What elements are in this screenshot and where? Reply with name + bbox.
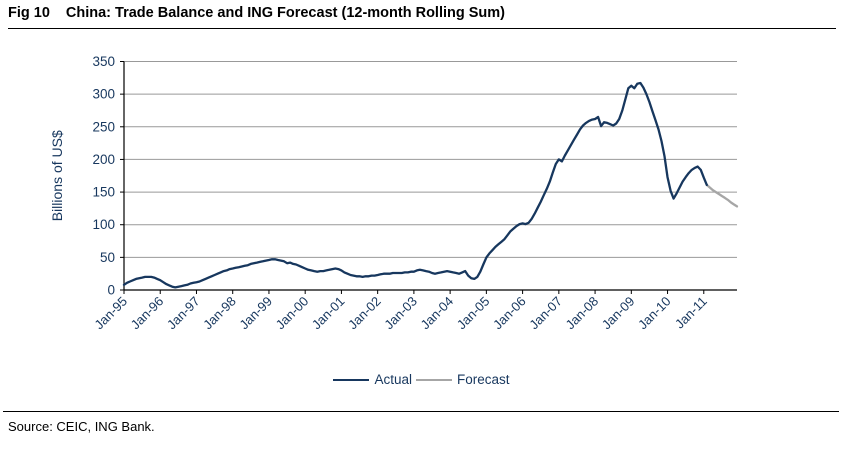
actual-series-line <box>122 81 708 289</box>
x-tick-label: Jan-05 <box>454 294 493 333</box>
footer-divider <box>3 411 839 412</box>
x-tick-label: Jan-07 <box>526 294 565 333</box>
x-tick-label: Jan-11 <box>672 294 710 332</box>
chart-svg: 050100150200250300350Jan-95Jan-96Jan-97J… <box>49 54 739 333</box>
x-tick-label: Jan-09 <box>599 294 638 333</box>
page-title: China: Trade Balance and ING Forecast (1… <box>65 5 505 21</box>
y-tick-label: 150 <box>92 185 115 200</box>
x-tick-label: Jan-97 <box>164 294 203 333</box>
header-divider <box>8 28 836 29</box>
x-tick-label: Jan-95 <box>91 294 130 333</box>
y-tick-label: 350 <box>92 54 115 69</box>
y-tick-label: 250 <box>92 119 115 134</box>
x-tick-label: Jan-06 <box>490 294 529 333</box>
y-axis-title: Billions of US$ <box>49 130 65 221</box>
figure-header: Fig 10 China: Trade Balance and ING Forec… <box>8 5 836 21</box>
x-tick-label: Jan-04 <box>418 294 457 333</box>
x-tick-label: Jan-99 <box>236 294 275 333</box>
forecast-series-line <box>705 183 739 208</box>
legend-label-actual: Actual <box>374 372 412 387</box>
legend-label-forecast: Forecast <box>457 372 510 387</box>
legend-item-forecast: Forecast <box>416 372 510 387</box>
y-tick-label: 100 <box>92 217 115 232</box>
figure-number: Fig 10 <box>8 5 50 21</box>
x-tick-label: Jan-03 <box>381 294 420 333</box>
y-tick-label: 300 <box>92 87 115 102</box>
x-tick-label: Jan-02 <box>345 294 384 333</box>
chart-legend: Actual Forecast <box>0 372 843 387</box>
x-tick-label: Jan-96 <box>128 294 167 333</box>
y-tick-label: 0 <box>107 283 115 298</box>
x-tick-label: Jan-08 <box>562 294 601 333</box>
source-note: Source: CEIC, ING Bank. <box>8 419 155 434</box>
chart-area: 0 50 100 150 200 250 300 350 Jan-95 Jan-96 Jan-97 J… <box>0 36 843 366</box>
y-tick-label: 50 <box>100 250 115 265</box>
forecast-line-swatch <box>416 378 452 381</box>
x-tick-label: Jan-10 <box>635 294 674 333</box>
actual-line-swatch <box>333 378 370 381</box>
legend-item-actual: Actual <box>333 372 412 387</box>
x-tick-label: Jan-98 <box>200 294 239 333</box>
x-tick-label: Jan-00 <box>273 294 312 333</box>
x-tick-label: Jan-01 <box>309 294 348 333</box>
y-tick-label: 200 <box>92 152 115 167</box>
